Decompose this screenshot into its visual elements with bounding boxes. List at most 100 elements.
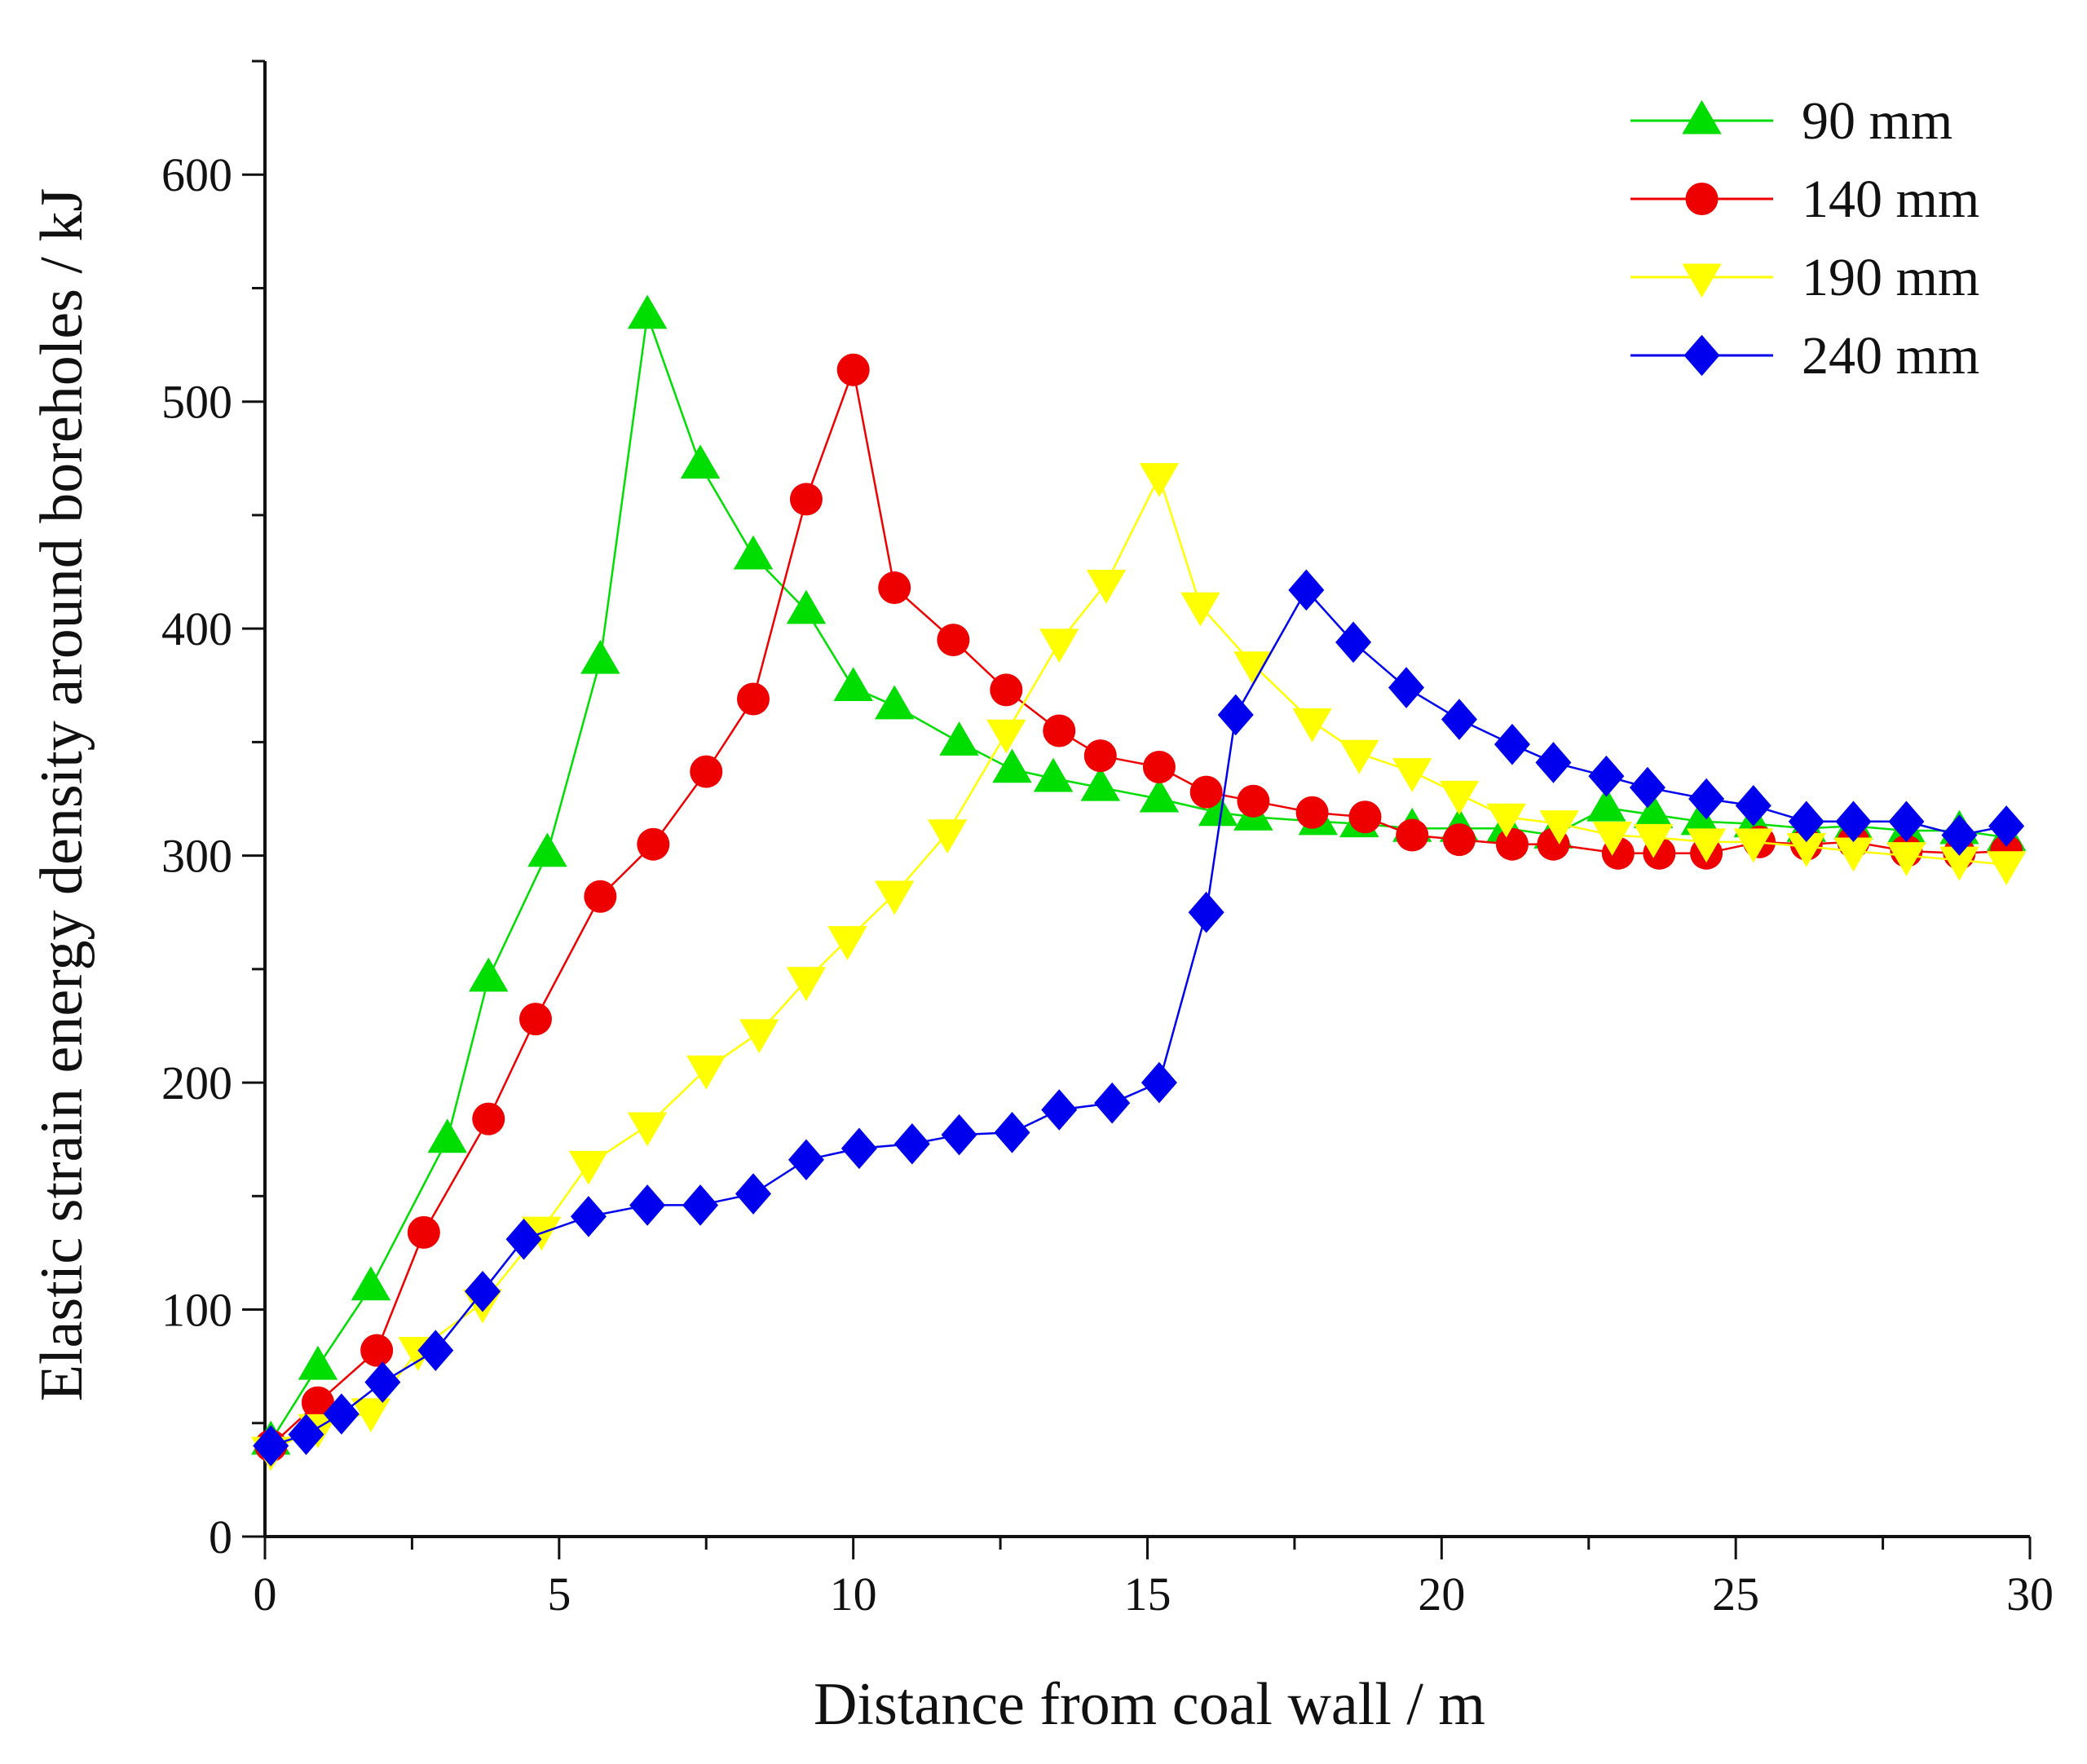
data-point — [986, 719, 1026, 754]
data-point — [1986, 851, 2027, 886]
data-point — [733, 535, 774, 570]
legend-label: 90 mm — [1802, 91, 1952, 151]
data-point — [1442, 823, 1476, 857]
legend-marker — [1683, 334, 1720, 377]
data-point — [1086, 569, 1127, 604]
data-point — [469, 957, 509, 992]
data-point — [1988, 805, 2025, 847]
legend-item: 190 mm — [1630, 248, 1979, 307]
data-point — [1629, 766, 1666, 809]
data-point — [836, 353, 870, 386]
data-point — [1633, 823, 1674, 858]
data-point — [288, 1413, 324, 1455]
data-point — [990, 673, 1023, 707]
y-tick-label: 0 — [209, 1510, 232, 1563]
data-point — [1592, 822, 1632, 856]
data-point — [735, 1173, 771, 1215]
data-point — [1735, 785, 1772, 827]
series-line — [270, 474, 2007, 1452]
data-point — [682, 1184, 719, 1226]
data-point — [1142, 751, 1176, 784]
data-point — [1633, 794, 1674, 828]
data-point — [570, 1196, 607, 1237]
data-point — [788, 1139, 824, 1181]
data-point — [627, 294, 668, 329]
data-point — [1686, 828, 1727, 863]
data-point — [301, 1386, 334, 1419]
data-point — [1189, 775, 1223, 809]
x-tick-label: 15 — [1124, 1568, 1171, 1621]
data-point — [629, 1184, 666, 1226]
data-point — [1588, 755, 1625, 797]
data-point — [680, 444, 721, 479]
data-point — [1539, 810, 1579, 845]
data-point — [1439, 780, 1480, 815]
series-240-mm — [253, 569, 2025, 1466]
data-point — [686, 1055, 726, 1090]
data-point — [627, 1112, 668, 1147]
data-point — [827, 926, 867, 960]
data-point — [1495, 827, 1529, 861]
series-line — [270, 365, 2007, 1447]
data-point — [1041, 1089, 1078, 1131]
legend-marker — [1685, 183, 1719, 215]
data-point — [580, 639, 620, 674]
data-point — [1939, 846, 1979, 881]
data-point — [1198, 792, 1238, 827]
data-point — [637, 827, 670, 861]
legend-marker — [1682, 99, 1722, 135]
y-tick-label: 200 — [161, 1056, 232, 1109]
data-point — [505, 1218, 542, 1260]
legend-label: 140 mm — [1802, 170, 1979, 229]
y-tick-label: 100 — [161, 1284, 232, 1337]
data-point — [568, 1150, 609, 1185]
data-point — [1835, 800, 1872, 843]
data-point — [1680, 800, 1721, 836]
legend: 90 mm 140 mm 190 mm 240 mm — [1630, 91, 1979, 386]
data-point — [1833, 837, 1873, 872]
data-point — [527, 832, 567, 867]
y-tick-label: 400 — [161, 602, 232, 655]
data-point — [584, 880, 617, 913]
y-axis-title: Elastic strain energy density around bor… — [29, 188, 95, 1402]
data-point — [841, 1127, 877, 1170]
x-tick-label: 20 — [1418, 1568, 1465, 1621]
data-point — [939, 721, 979, 756]
data-point — [1233, 651, 1273, 686]
data-point — [1237, 784, 1270, 818]
data-point — [1733, 828, 1774, 863]
data-point — [323, 1393, 360, 1435]
data-point — [1335, 621, 1372, 664]
data-point — [427, 1118, 467, 1153]
data-point — [465, 1270, 501, 1312]
data-point — [1688, 778, 1725, 820]
series-90-mm — [251, 294, 2027, 1455]
data-point — [1348, 800, 1382, 834]
y-tick-label: 500 — [161, 376, 232, 429]
data-point — [1292, 708, 1332, 743]
data-point — [1339, 739, 1379, 774]
data-point — [1494, 723, 1530, 765]
data-point — [1139, 463, 1180, 497]
x-tick-label: 30 — [2006, 1568, 2054, 1621]
data-point — [927, 819, 968, 854]
data-point — [941, 1114, 977, 1156]
series-layer — [251, 294, 2027, 1471]
data-point — [1039, 628, 1079, 664]
data-point — [786, 967, 827, 1002]
data-point — [1295, 796, 1329, 829]
legend-label: 190 mm — [1802, 248, 1979, 307]
data-point — [1083, 739, 1117, 773]
data-point — [518, 1003, 552, 1036]
x-tick-label: 10 — [830, 1568, 877, 1621]
data-point — [1586, 787, 1626, 822]
legend-item: 90 mm — [1630, 91, 1952, 151]
x-tick-label: 5 — [547, 1568, 571, 1621]
data-point — [690, 755, 723, 788]
data-point — [364, 1361, 401, 1403]
y-tick-label: 300 — [161, 830, 232, 883]
data-point — [937, 624, 970, 657]
legend-item: 140 mm — [1630, 170, 1979, 229]
data-point — [1180, 592, 1220, 627]
